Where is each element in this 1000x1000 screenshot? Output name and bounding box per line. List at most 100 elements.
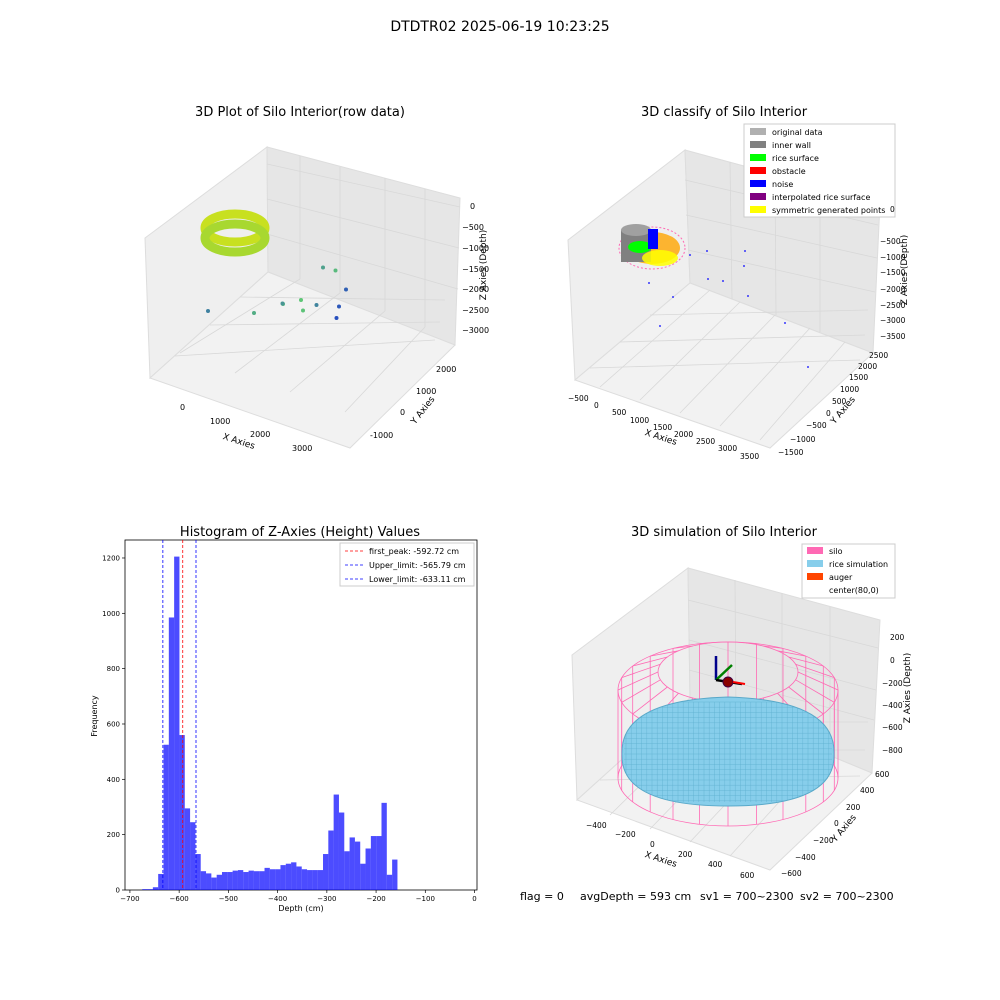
simulation-3d-xtick: 0	[650, 840, 655, 849]
classify-3d-legend-label: noise	[772, 180, 793, 189]
status-flag: flag = 0	[520, 890, 564, 903]
classify-3d-xtick: 2000	[674, 430, 693, 439]
histogram-bar	[195, 854, 201, 890]
histogram-bar	[291, 862, 297, 890]
histogram-xtick-label: 0	[472, 895, 476, 903]
simulation-3d-legend-label: center(80,0)	[829, 586, 879, 595]
simulation-3d-silo-roof-line	[797, 671, 839, 691]
histogram-bar	[317, 870, 324, 890]
histogram-bar	[243, 872, 249, 890]
classify-3d-ytick: 1000	[840, 385, 859, 394]
raw-3d-yticks: -1000 0 1000 2000	[370, 365, 456, 440]
classify-3d-ytick: 500	[832, 397, 847, 406]
classify-3d-xtick: −500	[568, 394, 589, 403]
histogram-yticks: 0 200 400 600 800 1000 1200	[102, 554, 125, 895]
simulation-3d-legend-swatch	[807, 560, 823, 567]
raw-3d-zticks: 0 −500 −1000 −1500 −2000 −2500 −3000	[462, 202, 489, 335]
raw-3d-xtick: 2000	[250, 430, 270, 439]
histogram-bar	[152, 887, 159, 890]
histogram-bar	[259, 871, 265, 890]
raw-3d-points	[206, 265, 348, 320]
classify-3d-legend-swatch	[750, 193, 766, 200]
classify-3d-noise-point	[648, 282, 650, 284]
raw-3d-point	[334, 316, 339, 320]
histogram-bar	[206, 873, 212, 890]
simulation-3d-xtick: −400	[586, 821, 607, 830]
raw-3d-ytick: 2000	[436, 365, 456, 374]
histogram-xtick-label: −300	[317, 895, 336, 903]
classify-3d-rice-surface	[628, 241, 652, 253]
classify-3d-ytick: 2000	[858, 362, 877, 371]
simulation-3d-ztick: 200	[890, 633, 905, 642]
raw-3d-ztick: −2500	[462, 306, 489, 315]
histogram-bar	[179, 735, 185, 890]
raw-3d-point	[252, 311, 256, 315]
histogram-bar	[301, 869, 308, 890]
simulation-3d-legend-swatch	[807, 586, 823, 593]
classify-3d-legend-label: original data	[772, 128, 823, 137]
histogram-ylabel: Frequency	[90, 695, 99, 737]
histogram-vlines	[162, 540, 197, 890]
histogram-bar	[365, 848, 371, 890]
simulation-3d-xtick: −200	[615, 830, 636, 839]
simulation-3d-ytick: 400	[860, 786, 875, 795]
histogram-bar	[307, 870, 313, 890]
classify-3d-noise-point	[659, 325, 661, 327]
raw-3d-ytick: 0	[400, 408, 405, 417]
histogram-bar	[237, 870, 244, 890]
classify-3d-noise-point	[747, 295, 749, 297]
histogram-bar	[285, 863, 292, 890]
simulation-3d-ytick: 600	[875, 770, 890, 779]
simulation-3d-legend-label: rice simulation	[829, 560, 888, 569]
histogram-bar	[248, 870, 254, 890]
raw-3d-xtick: 1000	[210, 417, 230, 426]
classify-3d-ztick: −2500	[880, 301, 906, 310]
classify-3d-ztick: −3000	[880, 316, 906, 325]
raw-3d-ring	[200, 209, 270, 257]
status-footer: flag = 0 avgDepth = 593 cm sv1 = 700~230…	[520, 890, 894, 903]
histogram-legend-label: first_peak: -592.72 cm	[369, 547, 459, 556]
histogram-ytick-label: 600	[107, 720, 120, 728]
classify-3d-ztick: 0	[890, 205, 895, 214]
raw-3d-ztick: −1500	[462, 265, 489, 274]
histogram-ytick-label: 800	[107, 665, 120, 673]
raw-3d-title: 3D Plot of Silo Interior(row data)	[195, 105, 405, 120]
histogram-bar	[312, 870, 318, 890]
histogram-xtick-label: −700	[120, 895, 139, 903]
simulation-3d-axis-y	[715, 664, 733, 681]
simulation-3d-ztick: −800	[882, 746, 903, 755]
raw-3d-xticks: 0 1000 2000 3000	[180, 403, 312, 453]
simulation-3d-ytick: −400	[795, 853, 816, 862]
simulation-3d-auger-point	[722, 676, 734, 688]
simulation-3d-silo-roof-line	[621, 663, 661, 678]
simulation-3d-ztick: −600	[882, 723, 903, 732]
simulation-3d-legend-swatch	[807, 573, 823, 580]
histogram-ytick-label: 400	[107, 776, 120, 784]
classify-3d-ztick: −3500	[880, 332, 906, 341]
classify-3d-xtick: 1000	[630, 416, 649, 425]
classify-3d-noise-point	[784, 322, 786, 324]
simulation-3d-ytick: 0	[834, 819, 839, 828]
histogram-bar	[280, 865, 286, 890]
classify-3d-grid	[589, 161, 879, 441]
histogram-bar	[376, 836, 382, 890]
classify-3d-xticks: −500 0 500 1000 1500 2000 2500 3000 3500	[568, 394, 759, 461]
simulation-3d-ytick: 200	[846, 803, 861, 812]
histogram-bar	[200, 871, 207, 890]
classify-3d-yticks: −1500 −1000 −500 0 500 1000 1500 2000 25…	[778, 351, 888, 457]
simulation-3d-ztick: 0	[890, 656, 895, 665]
histogram-legend-label: Upper_limit: -565.79 cm	[369, 561, 466, 570]
histogram-bar	[163, 744, 169, 890]
raw-3d-point	[301, 308, 305, 313]
raw-3d-ztick: −2000	[462, 285, 489, 294]
classify-3d-noise-point	[743, 265, 745, 267]
classify-3d-wall-ring	[618, 226, 686, 270]
simulation-3d-silo-roof-line	[621, 679, 661, 703]
simulation-3d-xticks: −400 −200 0 200 400 600	[586, 821, 755, 880]
histogram-bar	[227, 872, 233, 890]
simulation-3d-legend-swatch	[807, 547, 823, 554]
simulation-3d-rice-surface	[621, 696, 835, 807]
panel-raw-3d: 3D Plot of Silo Interior(row data) 0 100…	[144, 105, 489, 453]
simulation-3d-ztick: −400	[882, 701, 903, 710]
raw-3d-ylabel: Y Axies	[409, 395, 438, 428]
